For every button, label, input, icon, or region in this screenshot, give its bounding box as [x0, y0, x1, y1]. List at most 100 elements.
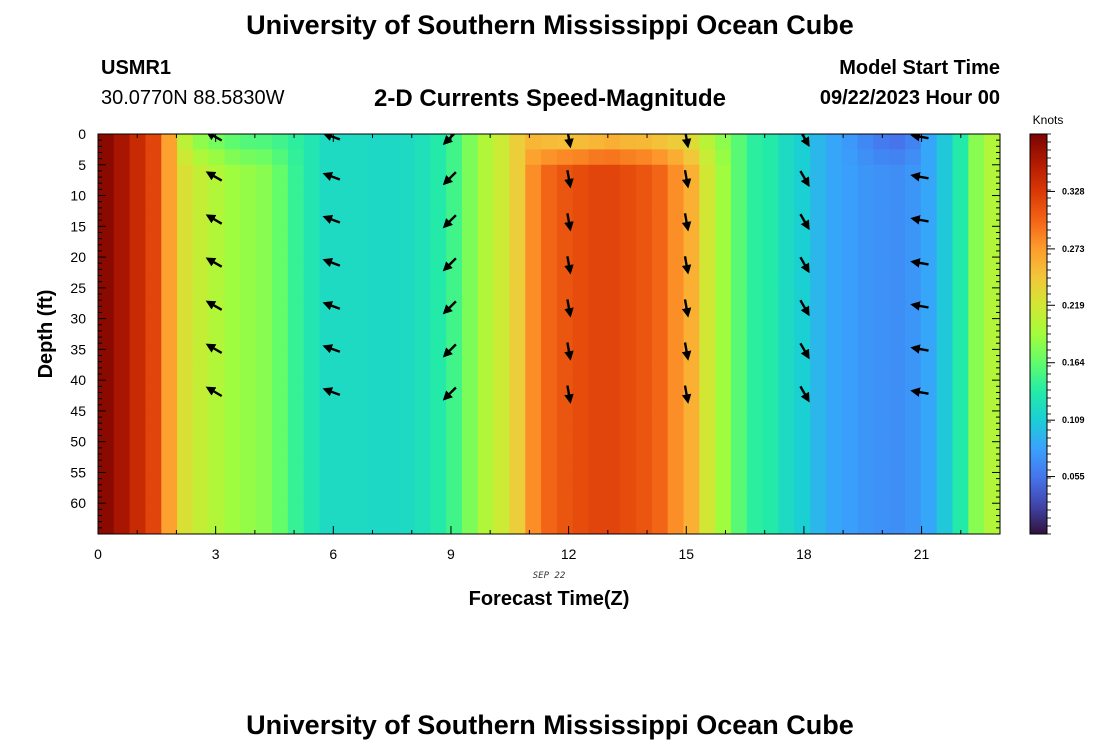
heatmap-cell	[541, 195, 558, 212]
heatmap-cell	[303, 241, 321, 258]
heatmap-cell	[778, 395, 795, 412]
heatmap-cell	[303, 380, 321, 397]
y-tick-label: 50	[70, 434, 86, 450]
heatmap-cell	[525, 272, 542, 289]
heatmap-cell	[382, 395, 400, 412]
heatmap-cell	[873, 364, 890, 381]
heatmap-cell	[351, 334, 368, 350]
heatmap-cell	[382, 472, 400, 489]
heatmap-cell	[715, 257, 732, 274]
heatmap-cell	[715, 410, 732, 427]
heatmap-cell	[240, 303, 257, 320]
heatmap-cell	[556, 134, 574, 150]
heatmap-cell	[541, 426, 558, 443]
heatmap-cell	[414, 241, 431, 258]
heatmap-cell	[145, 287, 162, 304]
heatmap-cell	[509, 441, 526, 458]
heatmap-cell	[715, 472, 732, 489]
heatmap-cell	[920, 210, 938, 227]
heatmap-cell	[525, 349, 542, 366]
heatmap-cell	[287, 349, 305, 366]
heatmap-cell	[572, 395, 590, 412]
heatmap-cell	[177, 303, 194, 320]
heatmap-cell	[414, 410, 431, 427]
heatmap-cell	[224, 410, 242, 427]
heatmap-cell	[98, 487, 115, 504]
y-tick-label: 0	[78, 126, 86, 142]
heatmap-cell	[620, 287, 637, 304]
heatmap-cell	[604, 149, 621, 166]
heatmap-cell	[810, 380, 827, 397]
heatmap-cell	[683, 195, 700, 212]
heatmap-cell	[889, 195, 906, 212]
heatmap-cell	[493, 349, 511, 366]
heatmap-cell	[351, 272, 368, 289]
heatmap-cell	[889, 210, 906, 227]
heatmap-cell	[240, 364, 257, 381]
heatmap-cell	[699, 195, 716, 212]
heatmap-cell	[367, 457, 384, 474]
heatmap-cell	[541, 164, 558, 181]
heatmap-cell	[477, 149, 495, 166]
heatmap-cell	[98, 380, 115, 397]
heatmap-cell	[778, 334, 795, 350]
heatmap-cell	[699, 318, 716, 335]
heatmap-cell	[319, 318, 336, 335]
heatmap-cell	[857, 272, 874, 289]
heatmap-cell	[240, 210, 257, 227]
current-vector-arrow	[910, 344, 929, 354]
heatmap-cell	[762, 349, 780, 366]
heatmap-cell	[145, 426, 162, 443]
heatmap-cell	[667, 226, 685, 243]
heatmap-cell	[525, 441, 542, 458]
heatmap-cell	[889, 241, 906, 258]
heatmap-cell	[319, 226, 336, 243]
heatmap-cell	[177, 226, 194, 243]
heatmap-cell	[303, 410, 321, 427]
heatmap-cell	[145, 334, 162, 350]
heatmap-cell	[208, 149, 226, 166]
heatmap-cell	[335, 164, 352, 181]
heatmap-cell	[588, 164, 605, 181]
heatmap-cell	[177, 180, 194, 197]
heatmap-cell	[778, 518, 795, 534]
heatmap-cell	[746, 395, 764, 412]
heatmap-cell	[446, 226, 463, 243]
heatmap-cell	[715, 426, 732, 443]
heatmap-cell	[541, 457, 558, 474]
heatmap-cell	[287, 149, 305, 166]
heatmap-cell	[145, 210, 162, 227]
heatmap-cell	[272, 487, 289, 504]
heatmap-cell	[161, 195, 178, 212]
heatmap-cell	[477, 210, 495, 227]
heatmap-cell	[699, 257, 716, 274]
heatmap-cell	[730, 503, 748, 520]
heatmap-cell	[810, 180, 827, 197]
heatmap-cell	[272, 272, 289, 289]
heatmap-cell	[382, 303, 400, 320]
heatmap-cell	[303, 487, 321, 504]
heatmap-cell	[936, 364, 954, 381]
heatmap-cell	[794, 503, 811, 520]
heatmap-cell	[588, 364, 605, 381]
heatmap-cell	[841, 257, 859, 274]
heatmap-cell	[794, 195, 811, 212]
heatmap-cell	[382, 134, 400, 150]
heatmap-cell	[272, 257, 289, 274]
x-tick-label: 0	[94, 546, 102, 562]
heatmap-cell	[256, 380, 273, 397]
heatmap-cell	[636, 134, 653, 150]
heatmap-cell	[968, 472, 985, 489]
heatmap-cell	[588, 487, 605, 504]
current-vector-arrow	[442, 134, 456, 146]
heatmap-cell	[825, 180, 843, 197]
heatmap-cell	[256, 195, 273, 212]
heatmap-cell	[620, 472, 637, 489]
heatmap-cell	[905, 472, 922, 489]
heatmap-cell	[794, 149, 811, 166]
heatmap-cell	[208, 241, 226, 258]
heatmap-cell	[414, 518, 431, 534]
colorbar-tick-label: 0.219	[1062, 300, 1085, 310]
heatmap-cell	[572, 134, 590, 150]
